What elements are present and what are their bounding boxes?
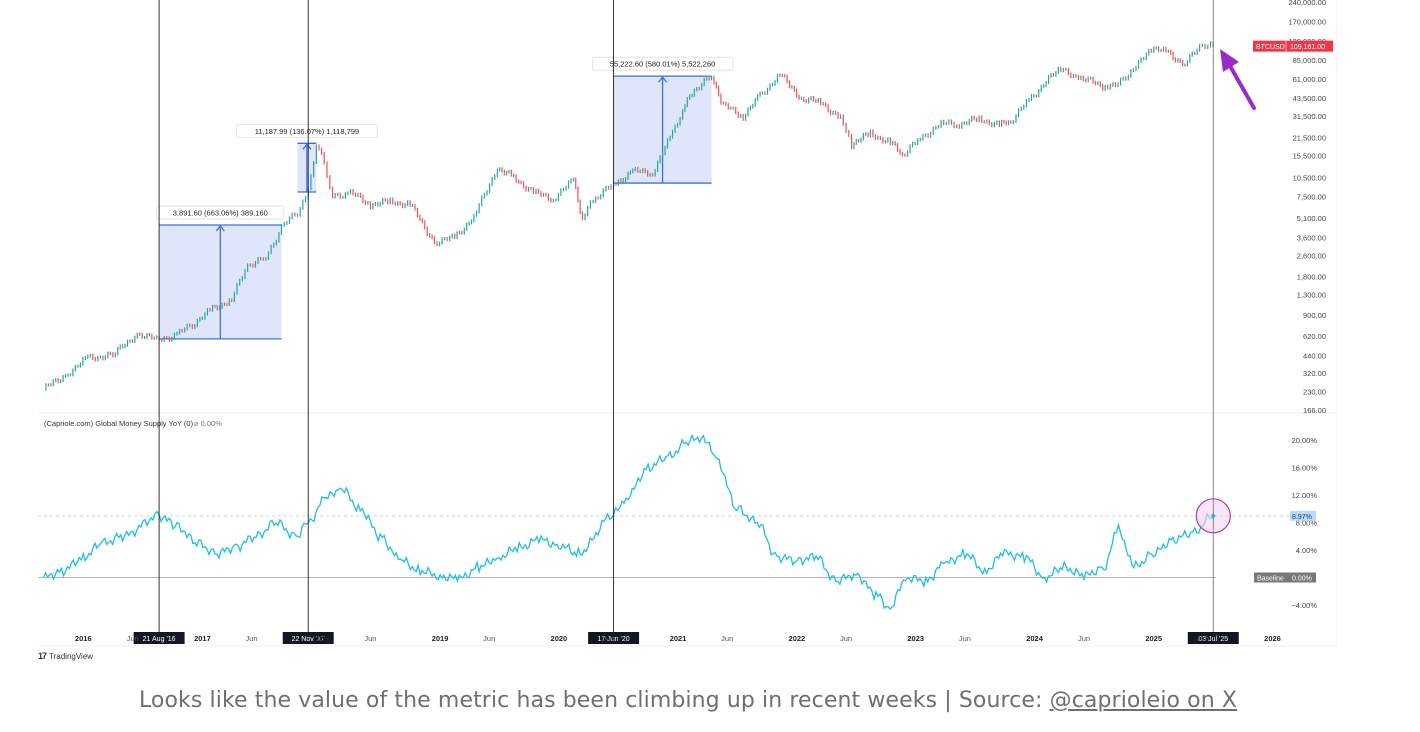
price-y-tick-label: 240,000.00 [1288, 0, 1326, 7]
x-axis-label: 2023 [907, 634, 924, 643]
indicator-y-tick-label: 16.00% [1292, 464, 1318, 473]
tradingview-mark-icon: 17 [38, 651, 47, 661]
image-caption: Looks like the value of the metric has b… [0, 688, 1376, 713]
price-y-tick-label: 5,100.00 [1297, 214, 1326, 223]
indicator-last-value-label: 8.97% [1292, 514, 1312, 521]
price-y-tick-label: 21,500.00 [1293, 133, 1326, 142]
price-y-tick-label: 2,600.00 [1297, 252, 1326, 261]
price-y-tick-label: 900.00 [1303, 311, 1326, 320]
cursor-date-label: 03 Jul '25 [1198, 636, 1228, 643]
indicator-y-tick-label: 4.00% [1296, 546, 1318, 555]
price-y-tick-label: 31,500.00 [1293, 112, 1326, 121]
measure-label-box [591, 56, 734, 71]
indicator-y-tick-label: 20.00% [1292, 436, 1318, 445]
baseline-value-label: 0.00% [1292, 576, 1312, 583]
price-y-tick-label: 620.00 [1303, 332, 1326, 341]
measure-label: 55,222.60 (580.01%) 5,522,260 [610, 60, 716, 69]
x-axis-label: Jun [840, 634, 852, 643]
baseline-label: Baseline [1257, 576, 1284, 583]
indicator-line [42, 433, 1214, 611]
x-axis-label: Jun [483, 634, 495, 643]
btc-price-tag [1253, 40, 1333, 52]
measure-label-box [236, 123, 378, 138]
x-axis-label: Jun [959, 634, 971, 643]
x-axis-label: Jun [721, 634, 733, 643]
x-axis-label: Jun [602, 634, 614, 643]
callout-arrow-head [1220, 49, 1239, 72]
x-axis-label: 2022 [789, 634, 806, 643]
btc-last-price-label: 109,161.00 [1290, 44, 1325, 51]
x-axis-label: Jun [1197, 634, 1209, 643]
price-y-tick-label: 3,600.00 [1297, 233, 1326, 242]
x-axis-label: 2021 [670, 634, 687, 643]
measure-label-box [156, 205, 285, 220]
measure-arrow-head [658, 76, 668, 83]
cursor-date-tag [588, 632, 640, 644]
x-axis-label: 2026 [1264, 634, 1281, 643]
measure-label: 11,187.99 (136.07%) 1,118,799 [255, 127, 359, 136]
caption-source-link[interactable]: @caprioleio on X [1049, 688, 1238, 713]
measure-arrow-head [302, 143, 312, 150]
baseline-tag [1254, 572, 1316, 583]
x-axis-label: 2025 [1145, 634, 1162, 643]
btc-symbol-label: BTCUSD [1256, 44, 1285, 51]
indicator-y-tick-label: 12.00% [1292, 491, 1318, 500]
indicator-last-value-tag [1290, 510, 1316, 521]
price-y-tick-label: 170,000.00 [1288, 17, 1326, 26]
callout-arrow-shaft [1228, 64, 1256, 110]
cursor-date-tag [133, 632, 185, 644]
cursor-date-label: 21 Aug '16 [143, 636, 176, 643]
price-y-tick-label: 85,000.00 [1293, 56, 1326, 65]
price-y-tick-label: 320.00 [1303, 369, 1326, 378]
indicator-y-tick-label: −4.00% [1291, 601, 1317, 610]
price-y-tick-label: 166.00 [1303, 406, 1326, 415]
tradingview-label: TradingView [49, 651, 94, 661]
cursor-date-tag [1187, 632, 1239, 644]
x-axis-label: 2024 [1026, 634, 1044, 643]
cursor-date-label: 17 Jun '20 [598, 636, 630, 643]
caption-text: Looks like the value of the metric has b… [138, 688, 1050, 713]
price-y-tick-label: 10,500.00 [1293, 173, 1326, 182]
x-axis-label: Jun [246, 634, 258, 643]
price-y-tick-label: 1,300.00 [1297, 291, 1326, 300]
price-y-tick-label: 15,500.00 [1293, 152, 1326, 161]
x-axis-label: 2018 [313, 634, 330, 643]
tradingview-logo: 17 TradingView [38, 651, 93, 661]
x-axis-label: 2017 [194, 634, 211, 643]
price-y-tick-label: 43,500.00 [1293, 94, 1326, 103]
price-y-tick-label: 440.00 [1303, 351, 1326, 360]
measure-label: 3,891.60 (663.06%) 389,160 [173, 208, 268, 217]
price-y-tick-label: 7,500.00 [1297, 192, 1326, 201]
indicator-title: (Capriole.com) Global Money Supply YoY (… [44, 419, 194, 428]
cursor-date-tag [282, 632, 334, 644]
x-axis-label: Jun [127, 634, 139, 643]
x-axis-label: Jun [364, 634, 376, 643]
indicator-y-tick-label: 8.00% [1296, 519, 1318, 528]
indicator-title-suffix: ⌀ 0.00% [194, 419, 222, 428]
price-y-tick-label: 61,000.00 [1293, 75, 1326, 84]
price-y-tick-label: 230.00 [1303, 388, 1326, 397]
x-axis-label: Jun [1078, 634, 1090, 643]
x-axis-label: 2020 [551, 634, 568, 643]
cursor-date-label: 22 Nov '17 [292, 636, 325, 643]
x-axis-label: 2016 [75, 634, 92, 643]
measure-arrow-head [215, 224, 225, 232]
x-axis-label: 2019 [432, 634, 449, 643]
price-y-tick-label: 1,800.00 [1297, 272, 1326, 281]
